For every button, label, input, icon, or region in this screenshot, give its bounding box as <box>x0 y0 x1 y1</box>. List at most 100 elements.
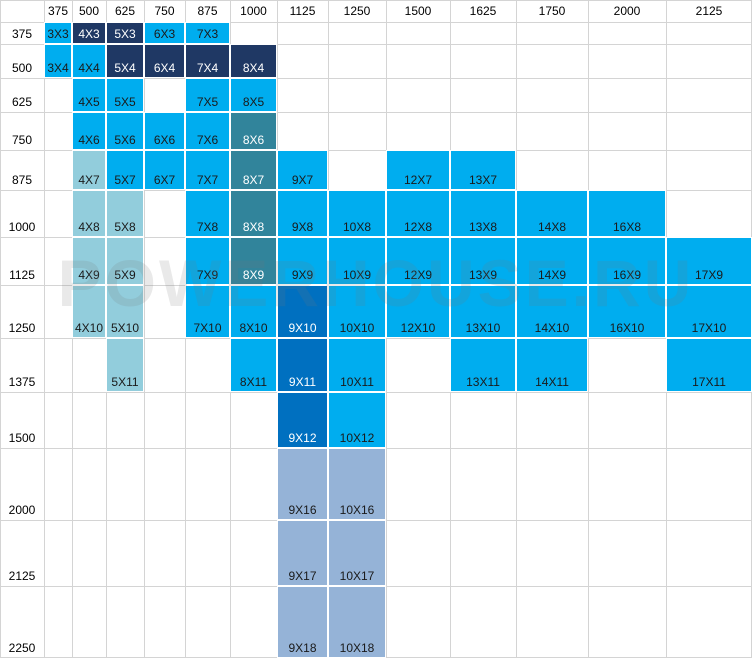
size-cell: 17X11 <box>666 338 752 392</box>
size-cell: 5X11 <box>106 338 144 392</box>
size-cell-label: 13X11 <box>466 375 500 389</box>
size-cell-label: 8X9 <box>242 268 265 282</box>
size-cell-label: 5X5 <box>114 95 136 109</box>
size-cell: 7X9 <box>185 237 230 285</box>
size-cell: 8X8 <box>230 190 277 237</box>
size-cell: 9X11 <box>277 338 328 392</box>
row-header: 2000 <box>8 503 36 517</box>
row-header: 750 <box>11 133 33 147</box>
column-header: 1250 <box>343 4 371 18</box>
size-cell: 3X4 <box>44 44 72 78</box>
size-cell-label: 6X6 <box>153 133 176 147</box>
size-cell-label: 3X3 <box>47 27 69 41</box>
column-header: 500 <box>78 4 100 18</box>
size-cell: 7X5 <box>185 78 230 112</box>
size-cell-label: 16X8 <box>612 220 642 234</box>
size-cell: 9X12 <box>277 392 328 448</box>
size-cell-label: 7X6 <box>196 133 219 147</box>
size-cell-label: 17X11 <box>692 375 726 389</box>
size-cell: 8X10 <box>230 285 277 338</box>
size-cell-label: 7X4 <box>196 61 219 75</box>
size-cell-label: 10X11 <box>340 375 374 389</box>
size-cell-label: 10X16 <box>339 503 375 517</box>
size-cell: 5X6 <box>106 112 144 150</box>
size-cell-label: 12X7 <box>403 173 433 187</box>
size-cell-label: 9X8 <box>291 220 314 234</box>
size-cell-label: 9X7 <box>291 173 314 187</box>
row-header: 1250 <box>8 321 36 335</box>
size-cell: 7X4 <box>185 44 230 78</box>
size-cell: 14X8 <box>516 190 588 237</box>
size-cell: 12X8 <box>386 190 450 237</box>
size-cell: 13X9 <box>450 237 516 285</box>
size-cell: 9X8 <box>277 190 328 237</box>
grid-line-horizontal <box>0 112 752 113</box>
size-cell-label: 8X10 <box>239 321 268 335</box>
size-cell-label: 13X10 <box>465 321 501 335</box>
size-cell: 10X11 <box>328 338 386 392</box>
size-cell: 6X7 <box>144 150 185 190</box>
size-cell-label: 14X10 <box>534 321 570 335</box>
column-header: 1750 <box>538 4 566 18</box>
size-cell: 10X8 <box>328 190 386 237</box>
size-cell: 12X7 <box>386 150 450 190</box>
size-cell: 10X17 <box>328 520 386 586</box>
size-cell-label: 8X4 <box>242 61 265 75</box>
size-cell-label: 5X8 <box>114 220 136 234</box>
size-cell: 12X10 <box>386 285 450 338</box>
row-header: 2125 <box>8 569 36 583</box>
size-cell-label: 10X12 <box>339 431 375 445</box>
size-cell-label: 8X5 <box>242 95 265 109</box>
size-cell-label: 10X17 <box>339 569 375 583</box>
size-cell-label: 10X8 <box>342 220 372 234</box>
size-cell: 8X5 <box>230 78 277 112</box>
size-cell: 5X8 <box>106 190 144 237</box>
size-cell-label: 14X11 <box>535 375 569 389</box>
size-cell: 5X9 <box>106 237 144 285</box>
size-cell-label: 14X9 <box>537 268 567 282</box>
size-cell-label: 12X8 <box>403 220 433 234</box>
row-header: 1375 <box>8 375 36 389</box>
size-cell-label: 9X9 <box>291 268 314 282</box>
size-cell: 4X5 <box>72 78 106 112</box>
column-header: 1000 <box>240 4 267 18</box>
row-header: 375 <box>11 27 33 41</box>
size-cell-label: 17X10 <box>691 321 727 335</box>
size-cell-label: 7X9 <box>196 268 219 282</box>
size-cell: 7X8 <box>185 190 230 237</box>
size-cell-label: 9X18 <box>288 641 317 655</box>
size-cell-label: 10X18 <box>339 641 375 655</box>
size-cell-label: 8X8 <box>242 220 265 234</box>
size-cell: 9X9 <box>277 237 328 285</box>
size-cell: 7X6 <box>185 112 230 150</box>
size-cell-label: 5X3 <box>114 27 136 41</box>
size-cell: 16X8 <box>588 190 666 237</box>
size-cell: 9X16 <box>277 448 328 520</box>
size-cell: 5X7 <box>106 150 144 190</box>
size-cell-label: 8X7 <box>242 173 265 187</box>
size-cell: 5X4 <box>106 44 144 78</box>
size-cell-label: 6X7 <box>153 173 176 187</box>
size-cell-label: 5X11 <box>111 375 139 389</box>
grid-line-horizontal <box>0 78 752 79</box>
size-cell-label: 3X4 <box>47 61 69 75</box>
size-cell: 8X11 <box>230 338 277 392</box>
size-cell-label: 8X6 <box>242 133 265 147</box>
grid-line-vertical <box>0 0 1 658</box>
size-cell-label: 10X10 <box>339 321 375 335</box>
size-cell-label: 9X12 <box>288 431 317 445</box>
column-header: 875 <box>197 4 218 18</box>
row-header: 625 <box>11 95 33 109</box>
column-header: 1125 <box>289 4 316 18</box>
size-cell-label: 14X8 <box>537 220 567 234</box>
size-cell-label: 9X10 <box>288 321 317 335</box>
size-cell: 5X3 <box>106 22 144 44</box>
size-cell-label: 9X16 <box>288 503 317 517</box>
size-cell: 17X9 <box>666 237 752 285</box>
size-cell: 9X18 <box>277 586 328 658</box>
size-cell: 6X6 <box>144 112 185 150</box>
size-cell: 16X10 <box>588 285 666 338</box>
size-cell-label: 12X9 <box>403 268 433 282</box>
grid-line-vertical <box>44 0 45 658</box>
